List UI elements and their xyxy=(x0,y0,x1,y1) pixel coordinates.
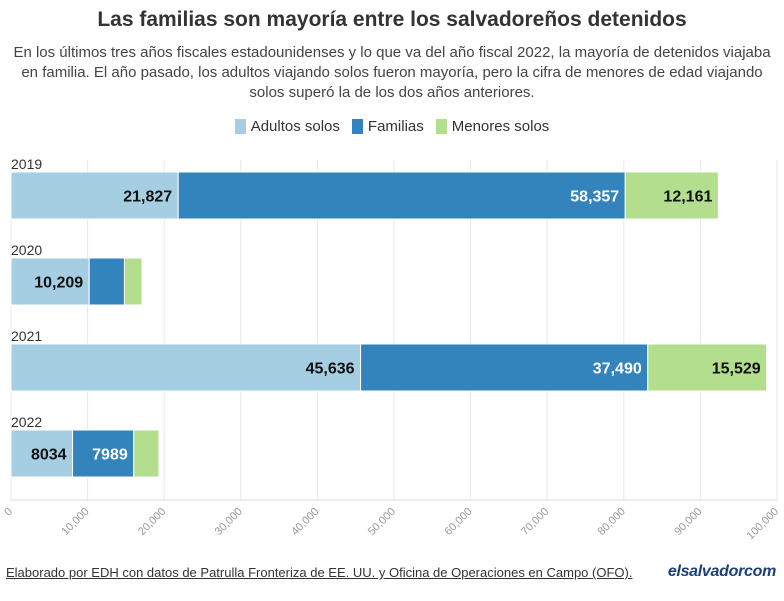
bar-segment xyxy=(10,343,362,392)
bar-segment xyxy=(88,257,125,306)
bar-segment xyxy=(647,343,768,392)
bar-segment xyxy=(10,257,90,306)
publisher-logo[interactable]: elsalvadorcom xyxy=(667,563,776,580)
bar-segment xyxy=(133,429,160,478)
chart-title: Las familias son mayoría entre los salva… xyxy=(97,8,687,31)
x-tick-label: 90,000 xyxy=(672,506,704,538)
legend-item-menores[interactable]: Menores solos xyxy=(435,118,550,135)
x-tick-label: 100,000 xyxy=(745,506,782,543)
stacked-bar-chart: 0 10,000 20,000 30,000 40,000 50,000 60,000 70,… xyxy=(2,156,782,543)
x-tick-label: 50,000 xyxy=(366,506,398,538)
legend-label: Adultos solos xyxy=(250,118,340,135)
chart-subtitle: En los últimos tres años fiscales estado… xyxy=(13,44,771,101)
category-label: 2022 xyxy=(11,414,42,430)
data-label: 15,529 xyxy=(712,361,761,378)
bar-segment xyxy=(10,429,74,478)
legend-item-familias[interactable]: Familias xyxy=(351,118,424,135)
data-label: 8034 xyxy=(31,447,67,464)
legend-swatch xyxy=(234,119,246,134)
legend-label: Familias xyxy=(367,118,424,135)
x-tick-label: 0 xyxy=(2,506,15,519)
legend-label: Menores solos xyxy=(451,118,550,135)
bar-segment xyxy=(72,429,135,478)
x-tick-label: 10,000 xyxy=(59,506,91,538)
bar-segment xyxy=(360,343,649,392)
x-tick-label: 20,000 xyxy=(136,506,168,538)
x-tick-label: 80,000 xyxy=(596,506,628,538)
legend-swatch xyxy=(435,119,447,134)
x-tick-label: 40,000 xyxy=(289,506,321,538)
bar-segment xyxy=(177,171,626,220)
source-note[interactable]: Elaborado por EDH con datos de Patrulla … xyxy=(6,565,633,580)
data-label: 21,827 xyxy=(123,189,172,206)
legend-swatch xyxy=(351,119,363,134)
category-label: 2019 xyxy=(11,156,42,172)
chart-legend: Adultos solos Familias Menores solos xyxy=(0,118,784,135)
data-label: 45,636 xyxy=(306,361,355,378)
data-label: 37,490 xyxy=(593,361,642,378)
category-label: 2021 xyxy=(11,328,42,344)
legend-item-adultos[interactable]: Adultos solos xyxy=(234,118,340,135)
category-label: 2020 xyxy=(11,242,42,258)
x-tick-label: 70,000 xyxy=(519,506,551,538)
x-tick-label: 30,000 xyxy=(213,506,245,538)
data-label: 7989 xyxy=(92,447,128,464)
bar-segment xyxy=(123,257,143,306)
data-label: 58,357 xyxy=(570,189,619,206)
bar-segment xyxy=(10,171,179,220)
x-tick-label: 60,000 xyxy=(442,506,474,538)
bar-segment xyxy=(624,171,719,220)
data-label: 12,161 xyxy=(663,189,712,206)
data-label: 10,209 xyxy=(34,275,83,292)
